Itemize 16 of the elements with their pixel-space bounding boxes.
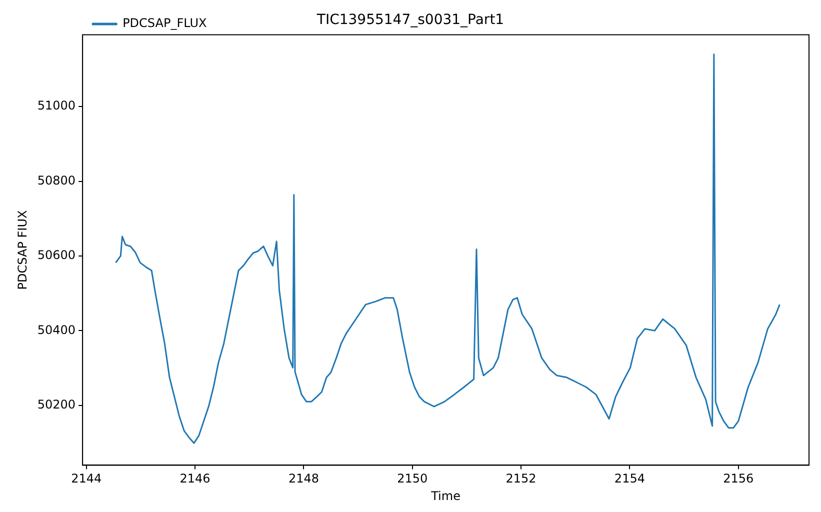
y-axis-title: PDCSAP FIUX [15, 210, 30, 290]
x-axis-title: Time [430, 488, 460, 503]
chart-title: TIC13955147_s0031_Part1 [316, 12, 504, 28]
x-tick-label: 2154 [614, 472, 645, 486]
x-tick-label: 2156 [723, 472, 754, 486]
y-tick-label: 50400 [37, 322, 76, 337]
x-tick-label: 2150 [397, 472, 428, 486]
x-tick-label: 2146 [180, 472, 210, 486]
legend-label: PDCSAP_FLUX [122, 16, 207, 30]
x-tick-label: 2148 [288, 472, 319, 486]
y-tick-label: 50600 [37, 248, 76, 262]
x-tick-label: 2152 [506, 472, 536, 486]
y-tick-label: 51000 [37, 98, 76, 113]
y-tick-label: 50200 [37, 398, 76, 412]
x-tick-label: 2144 [71, 472, 102, 486]
y-tick-label: 50800 [37, 173, 76, 188]
